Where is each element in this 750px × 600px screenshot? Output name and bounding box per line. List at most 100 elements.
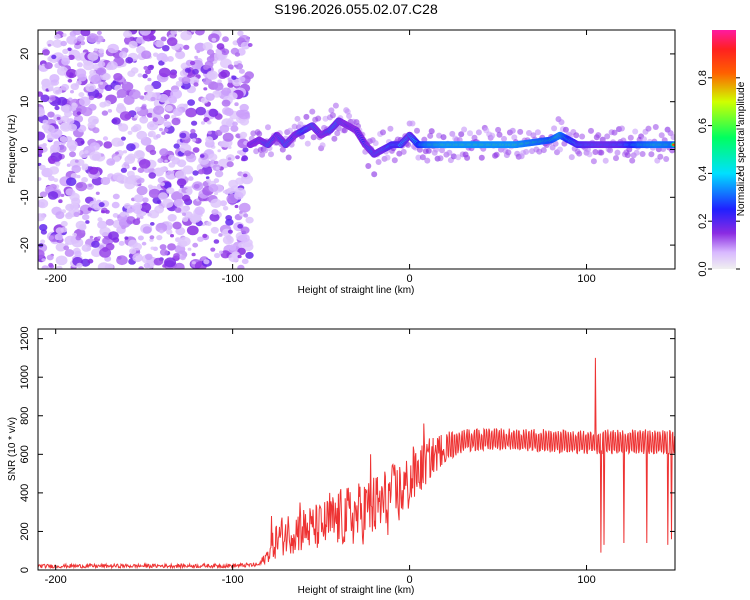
noise-blob xyxy=(227,64,234,70)
noise-blob xyxy=(166,187,175,195)
noise-blob xyxy=(191,120,198,126)
noise-blob xyxy=(103,100,112,107)
noise-blob xyxy=(158,67,171,78)
noise-blob xyxy=(160,182,165,187)
y-tick-label: 200 xyxy=(19,522,31,540)
noise-blob xyxy=(232,121,238,127)
noise-blob xyxy=(58,199,63,204)
noise-blob xyxy=(76,111,82,116)
noise-blob xyxy=(200,154,205,158)
noise-blob xyxy=(161,55,169,63)
noise-blob xyxy=(71,165,81,173)
ridge-halo xyxy=(592,149,599,155)
colorbar-tick-label: 0.4 xyxy=(697,166,709,181)
x-tick-label: -100 xyxy=(222,273,244,285)
ridge-halo xyxy=(517,128,524,135)
ridge-halo xyxy=(449,130,456,137)
noise-blob xyxy=(59,136,67,143)
noise-blob xyxy=(87,52,99,61)
noise-blob xyxy=(182,165,194,175)
ridge-halo xyxy=(409,120,416,127)
ridge-halo xyxy=(297,121,304,128)
noise-blob xyxy=(172,221,182,230)
noise-blob xyxy=(142,197,149,203)
ridge-halo xyxy=(607,147,614,154)
noise-blob xyxy=(136,179,142,184)
ridge-halo xyxy=(493,151,500,158)
noise-blob xyxy=(61,57,71,66)
noise-blob xyxy=(97,220,108,229)
noise-blob xyxy=(105,218,114,226)
noise-blob xyxy=(213,160,219,165)
noise-blob xyxy=(64,249,75,257)
noise-blob xyxy=(98,202,105,208)
noise-blob xyxy=(48,262,54,268)
noise-blob xyxy=(216,50,222,55)
noise-blob xyxy=(133,202,143,211)
noise-blob xyxy=(194,206,205,215)
noise-blob xyxy=(48,86,54,92)
noise-blob xyxy=(41,258,46,262)
y-tick-label: 1000 xyxy=(19,365,31,389)
ridge-halo xyxy=(629,157,636,164)
noise-blob xyxy=(70,173,78,179)
ridge-halo xyxy=(652,124,659,130)
noise-blob xyxy=(238,202,251,213)
noise-blob xyxy=(47,111,55,118)
ridge-halo xyxy=(310,134,317,141)
snr-y-axis-label: SNR (10 * v/v) xyxy=(7,417,18,481)
noise-blob xyxy=(87,115,99,125)
noise-blob xyxy=(227,157,232,161)
noise-blob xyxy=(66,177,77,186)
noise-blob xyxy=(149,235,155,240)
noise-blob xyxy=(205,176,210,180)
noise-blob xyxy=(75,220,87,230)
noise-blob xyxy=(179,236,191,247)
ridge-halo xyxy=(416,146,423,153)
noise-blob xyxy=(116,174,128,184)
noise-blob xyxy=(108,231,119,241)
noise-blob xyxy=(118,240,125,246)
noise-blob xyxy=(221,141,230,148)
ridge-halo xyxy=(253,148,260,155)
noise-blob xyxy=(237,30,244,36)
noise-blob xyxy=(66,140,78,150)
noise-blob xyxy=(156,235,163,241)
noise-blob xyxy=(191,138,197,142)
y-tick-label: 10 xyxy=(19,96,31,108)
noise-blob xyxy=(148,188,161,199)
noise-blob xyxy=(75,235,82,241)
noise-blob xyxy=(170,234,174,238)
noise-blob xyxy=(202,42,213,51)
x-tick-label: -200 xyxy=(45,574,67,586)
noise-blob xyxy=(213,178,220,184)
noise-blob xyxy=(175,170,186,180)
colorbar-tick-label: 0.6 xyxy=(697,118,709,133)
noise-blob xyxy=(228,244,237,251)
noise-blob xyxy=(169,173,175,179)
noise-blob xyxy=(52,86,63,95)
ridge-halo xyxy=(265,124,271,131)
ridge-halo xyxy=(400,148,407,155)
noise-blob xyxy=(133,194,144,203)
noise-blob xyxy=(85,220,90,224)
noise-blob xyxy=(102,73,111,81)
noise-blob xyxy=(238,109,250,120)
noise-blob xyxy=(214,252,221,259)
noise-blob xyxy=(50,128,63,139)
noise-blob xyxy=(231,75,237,80)
ridge-core xyxy=(672,143,675,146)
noise-blob xyxy=(155,134,161,139)
ridge-halo xyxy=(618,125,625,132)
noise-blob xyxy=(138,159,151,169)
ridge-halo xyxy=(557,146,563,153)
noise-blob xyxy=(221,48,230,56)
noise-blob xyxy=(222,190,227,194)
noise-blob xyxy=(89,235,94,239)
noise-blob xyxy=(189,60,196,66)
noise-blob xyxy=(81,244,91,252)
noise-blob xyxy=(241,258,249,265)
noise-blob xyxy=(39,191,48,198)
noise-blob xyxy=(123,203,131,209)
